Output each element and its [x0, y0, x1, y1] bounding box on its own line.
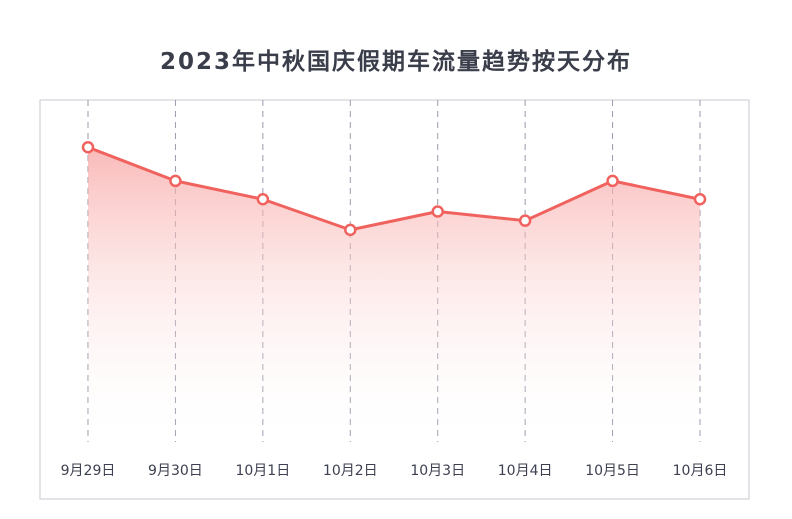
x-tick-label: 10月3日: [410, 463, 465, 479]
data-point[interactable]: [344, 223, 357, 237]
data-point[interactable]: [606, 174, 619, 188]
area-fill-layer: [88, 147, 700, 442]
x-tick-label: 10月5日: [585, 463, 640, 479]
x-tick-label: 10月1日: [235, 463, 290, 479]
x-tick-label: 10月6日: [673, 463, 728, 479]
data-point[interactable]: [693, 193, 707, 206]
data-point[interactable]: [431, 205, 444, 218]
x-axis-ticks: 9月29日 9月30日 10月1日 10月2日 10月3日 10月4日 10月5日 10月6日: [61, 463, 728, 479]
series-line-layer: [86, 145, 702, 232]
x-tick-label: 9月29日: [61, 463, 116, 479]
x-tick-label: 9月30日: [148, 463, 203, 479]
data-point[interactable]: [518, 214, 532, 227]
data-point[interactable]: [81, 140, 95, 154]
series-line: [86, 145, 702, 232]
x-tick-label: 10月4日: [498, 463, 553, 479]
x-tick-label: 10月2日: [323, 463, 378, 479]
data-point[interactable]: [169, 174, 182, 188]
data-point[interactable]: [256, 193, 270, 206]
area-fill: [88, 147, 700, 442]
plot-frame: [39, 99, 750, 500]
data-points: [81, 140, 707, 237]
chart-title: 2023年中秋国庆假期车流量趋势按天分布: [160, 48, 632, 75]
